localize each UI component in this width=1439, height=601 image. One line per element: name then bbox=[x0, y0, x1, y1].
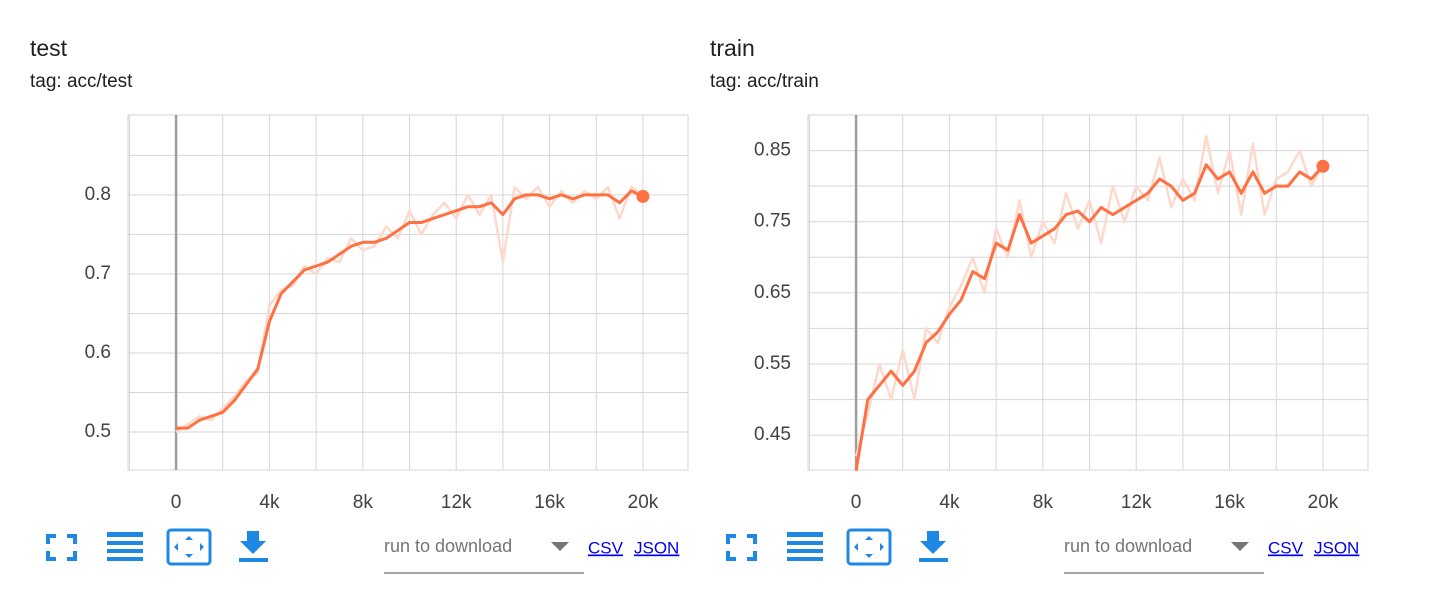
x-tick-label: 4k bbox=[939, 492, 960, 513]
icon bbox=[107, 549, 143, 553]
chart-panel: train tag: acc/train 0.45 0.55 0.65 0.75 0.85 0… bbox=[710, 35, 1369, 574]
x-tick-label: 8k bbox=[1033, 492, 1054, 513]
toggle-log-button[interactable] bbox=[107, 532, 143, 561]
run-dropdown[interactable]: run to download bbox=[1064, 536, 1264, 574]
x-tick-label: 0 bbox=[851, 492, 862, 513]
icon bbox=[174, 536, 204, 558]
y-tick-label: 0.75 bbox=[754, 211, 791, 232]
icon bbox=[166, 528, 212, 566]
icon bbox=[726, 534, 757, 561]
icon bbox=[107, 541, 143, 545]
chart-title: test bbox=[30, 35, 68, 61]
y-tick-label: 0.8 bbox=[85, 184, 111, 205]
y-tick-label: 0.6 bbox=[85, 342, 111, 363]
icon bbox=[787, 532, 823, 537]
icon bbox=[920, 531, 946, 554]
dropdown-label: run to download bbox=[384, 536, 512, 556]
fullscreen-button[interactable] bbox=[726, 534, 757, 561]
icon bbox=[239, 558, 268, 562]
icon bbox=[846, 528, 892, 566]
json-link[interactable]: JSON bbox=[634, 538, 679, 557]
fullscreen-button[interactable] bbox=[46, 534, 77, 561]
icon bbox=[919, 558, 948, 562]
y-tick-label: 0.45 bbox=[754, 424, 791, 445]
chart-subtitle: tag: acc/train bbox=[710, 71, 819, 92]
icon bbox=[240, 531, 266, 554]
x-tick-label: 16k bbox=[534, 492, 565, 513]
icon bbox=[107, 532, 143, 537]
y-tick-label: 0.85 bbox=[754, 140, 791, 161]
y-tick-label: 0.7 bbox=[85, 263, 111, 284]
x-tick-label: 0 bbox=[171, 492, 182, 513]
icon bbox=[854, 536, 884, 558]
data-line bbox=[854, 163, 1325, 471]
y-tick-label: 0.55 bbox=[754, 353, 791, 374]
dropdown-label: run to download bbox=[1064, 536, 1192, 556]
download-button[interactable] bbox=[919, 531, 948, 562]
end-point bbox=[636, 189, 650, 203]
data-line bbox=[176, 189, 644, 430]
icon bbox=[787, 541, 823, 545]
x-tick-label: 8k bbox=[353, 492, 374, 513]
x-tick-label: 12k bbox=[441, 492, 472, 513]
data-line bbox=[854, 135, 1325, 457]
fit-domain-button[interactable] bbox=[846, 528, 892, 566]
y-tick-label: 0.65 bbox=[754, 282, 791, 303]
toggle-log-button[interactable] bbox=[787, 532, 823, 561]
download-button[interactable] bbox=[239, 531, 268, 562]
dropdown-arrow bbox=[551, 542, 569, 551]
icon bbox=[787, 557, 823, 561]
fit-domain-button[interactable] bbox=[166, 528, 212, 566]
y-tick-label: 0.5 bbox=[85, 421, 111, 442]
x-tick-label: 20k bbox=[628, 492, 659, 513]
x-tick-label: 16k bbox=[1214, 492, 1245, 513]
chart-subtitle: tag: acc/test bbox=[30, 71, 133, 92]
icon bbox=[107, 557, 143, 561]
run-dropdown[interactable]: run to download bbox=[384, 536, 584, 574]
plot-frame bbox=[127, 114, 689, 471]
csv-link[interactable]: CSV bbox=[1268, 538, 1304, 557]
icon bbox=[46, 534, 77, 561]
x-tick-label: 12k bbox=[1121, 492, 1152, 513]
x-tick-label: 20k bbox=[1308, 492, 1339, 513]
icon bbox=[787, 549, 823, 553]
x-tick-label: 4k bbox=[259, 492, 280, 513]
json-link[interactable]: JSON bbox=[1314, 538, 1359, 557]
end-point bbox=[1316, 159, 1330, 173]
chart-title: train bbox=[710, 35, 755, 61]
chart-panel: test tag: acc/test 0.5 0.6 0.7 0.8 0 4k 8k 12k 16k… bbox=[30, 35, 689, 574]
dropdown-arrow bbox=[1231, 542, 1249, 551]
csv-link[interactable]: CSV bbox=[588, 538, 624, 557]
plot-frame bbox=[807, 114, 1369, 471]
